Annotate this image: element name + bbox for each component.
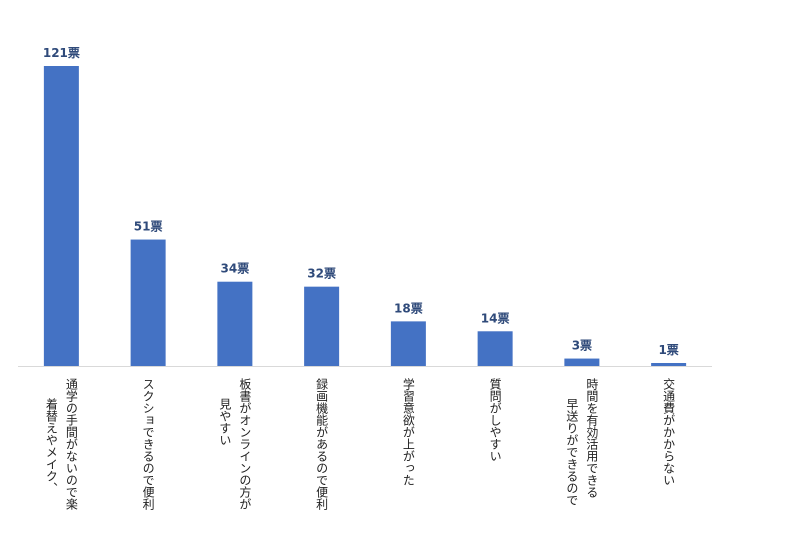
category-label-4-1: 録画機能があるので便利 (315, 377, 329, 510)
bar-4 (304, 286, 340, 366)
bars-group (43, 66, 687, 366)
bar-8 (651, 363, 687, 366)
bar-1 (43, 66, 79, 366)
bar-7 (564, 358, 600, 366)
bar-value-label-6: 14票 (481, 311, 510, 325)
category-label-3-2: 見やすい (218, 398, 232, 446)
bar-value-label-3: 34票 (221, 262, 250, 276)
category-label-8-1: 交通費がかからない (662, 377, 676, 486)
category-label-7-1: 時間を有効活用できる (585, 378, 599, 498)
bar-value-label-2: 51票 (134, 220, 163, 234)
category-label-3-1: 板書がオンラインの方が (238, 378, 252, 510)
bar-value-label-7: 3票 (572, 339, 592, 353)
category-label-2-1: スクショできるので便利 (141, 378, 155, 510)
category-label-1-1: 通学の手間がないので楽 (64, 378, 78, 510)
category-label-6-1: 質問がしやすい (488, 377, 502, 462)
value-labels-group: 121票 51票 34票 32票 18票 14票 3票 1票 (43, 46, 679, 357)
bar-6 (477, 331, 513, 366)
bar-value-label-5: 18票 (394, 301, 423, 315)
bar-5 (390, 321, 426, 366)
bar-value-label-1: 121票 (43, 46, 80, 60)
bar-3 (217, 281, 253, 366)
bar-value-label-8: 1票 (658, 343, 678, 357)
bar-2 (130, 239, 166, 366)
category-label-7-2: 早送りができるので (565, 398, 579, 506)
bar-value-label-4: 32票 (307, 267, 336, 281)
category-label-1-2: 着替えやメイク、 (44, 397, 58, 494)
category-label-5-1: 学習意欲が上がった (401, 377, 415, 486)
